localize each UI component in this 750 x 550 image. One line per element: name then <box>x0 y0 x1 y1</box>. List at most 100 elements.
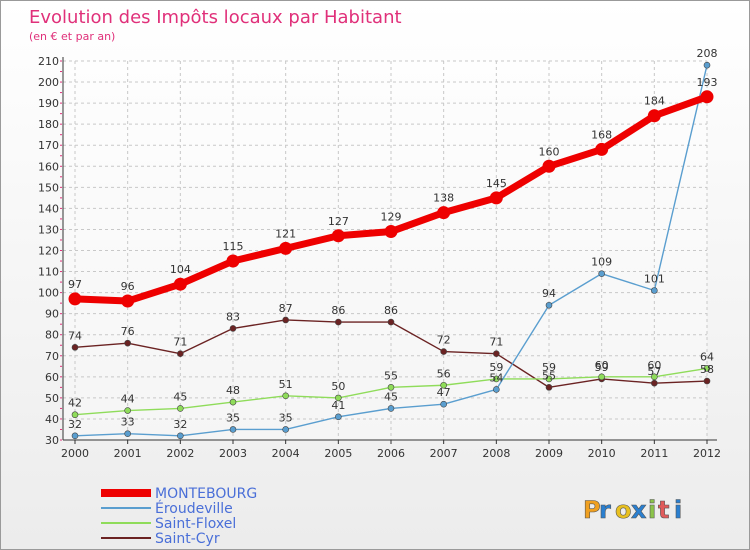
data-label: 47 <box>437 386 451 399</box>
y-tick-label: 90 <box>45 308 59 321</box>
data-label: 51 <box>279 378 293 391</box>
proxiti-logo: Pr o x i t i <box>583 496 683 525</box>
series <box>68 61 714 440</box>
data-point <box>335 413 342 421</box>
data-label: 64 <box>700 350 714 363</box>
chart-title: Evolution des Impôts locaux par Habitant <box>29 7 402 28</box>
data-point <box>384 225 398 239</box>
data-label: 55 <box>384 369 398 382</box>
data-point <box>545 301 553 309</box>
data-label: 59 <box>542 361 556 374</box>
x-tick-label: 2009 <box>535 447 563 460</box>
data-point <box>440 400 447 408</box>
data-point <box>651 373 658 381</box>
data-point <box>226 254 240 268</box>
data-point <box>703 365 711 372</box>
y-tick-label: 110 <box>38 266 59 279</box>
data-point <box>282 392 289 400</box>
data-point <box>440 381 447 389</box>
data-point <box>598 373 605 381</box>
y-tick-label: 100 <box>38 287 59 300</box>
x-tick-label: 2006 <box>377 447 405 460</box>
data-label: 127 <box>328 215 349 228</box>
data-label: 41 <box>331 399 345 412</box>
y-tick-label: 80 <box>45 329 59 342</box>
data-label: 71 <box>489 336 503 349</box>
y-tick-label: 190 <box>38 97 59 110</box>
data-point <box>71 344 79 351</box>
data-point <box>282 316 289 324</box>
data-label: 58 <box>700 363 714 376</box>
data-label: 71 <box>173 336 187 349</box>
data-label: 56 <box>437 367 451 380</box>
data-point <box>124 430 131 437</box>
legend-label: Saint-Floxel <box>155 516 236 532</box>
data-point <box>493 350 500 357</box>
data-point <box>387 384 395 391</box>
logo-letter: i <box>674 496 682 524</box>
logo-letter: x <box>631 496 647 524</box>
data-point <box>703 377 711 385</box>
data-label: 32 <box>173 418 187 431</box>
data-point <box>595 142 609 156</box>
data-point <box>387 405 395 412</box>
logo-letter: o <box>615 496 632 524</box>
x-tick-label: 2012 <box>693 447 721 460</box>
data-label: 121 <box>275 227 296 240</box>
x-tick-label: 2010 <box>588 447 616 460</box>
data-point <box>177 432 184 440</box>
x-tick-label: 2000 <box>61 447 89 460</box>
data-point <box>489 191 503 205</box>
data-label: 45 <box>173 390 187 403</box>
data-label: 44 <box>121 393 135 406</box>
logo-letter: P <box>583 496 601 524</box>
y-tick-label: 120 <box>38 245 59 258</box>
y-tick-label: 150 <box>38 181 59 194</box>
data-label: 129 <box>381 211 402 224</box>
data-label: 60 <box>647 359 661 372</box>
y-tick-label: 70 <box>45 350 59 363</box>
data-point <box>545 384 553 391</box>
data-label: 94 <box>542 287 556 300</box>
data-point <box>124 339 131 347</box>
y-tick-label: 50 <box>45 392 59 405</box>
data-point <box>173 277 187 291</box>
x-tick-label: 2004 <box>272 447 300 460</box>
y-tick-label: 130 <box>38 223 59 236</box>
data-label: 115 <box>223 240 244 253</box>
data-label: 101 <box>644 273 665 286</box>
data-label: 50 <box>331 380 345 393</box>
data-label: 104 <box>170 263 191 276</box>
data-label: 168 <box>591 128 612 141</box>
data-point <box>647 109 661 123</box>
data-point <box>71 411 79 419</box>
y-tick-label: 180 <box>38 118 59 131</box>
data-label: 54 <box>489 371 503 384</box>
data-point <box>440 348 447 355</box>
logo-letter: r <box>599 496 611 524</box>
x-tick-label: 2008 <box>482 447 510 460</box>
data-point <box>279 241 293 255</box>
chart-subtitle: (en € et par an) <box>29 30 115 43</box>
data-point <box>124 407 131 414</box>
data-point <box>71 432 79 440</box>
y-tick-label: 30 <box>45 434 59 447</box>
data-label: 87 <box>279 302 293 315</box>
data-point <box>545 375 553 383</box>
data-labels: 97 96 104 115 121 127 129 138 145 160 168 184 193 32 3… <box>68 47 718 431</box>
data-label: 138 <box>433 192 454 205</box>
y-tick-label: 160 <box>38 160 59 173</box>
legend: MONTEBOURGÉroudevilleSaint-FloxelSaint-C… <box>101 486 257 547</box>
legend-label: Saint-Cyr <box>155 531 220 547</box>
grid <box>63 60 708 441</box>
data-label: 59 <box>595 361 609 374</box>
data-label: 76 <box>121 325 135 338</box>
data-label: 83 <box>226 310 240 323</box>
data-label: 109 <box>591 256 612 269</box>
data-label: 57 <box>647 365 661 378</box>
data-label: 193 <box>697 76 718 89</box>
x-tick-label: 2005 <box>324 447 352 460</box>
data-point <box>703 61 711 69</box>
